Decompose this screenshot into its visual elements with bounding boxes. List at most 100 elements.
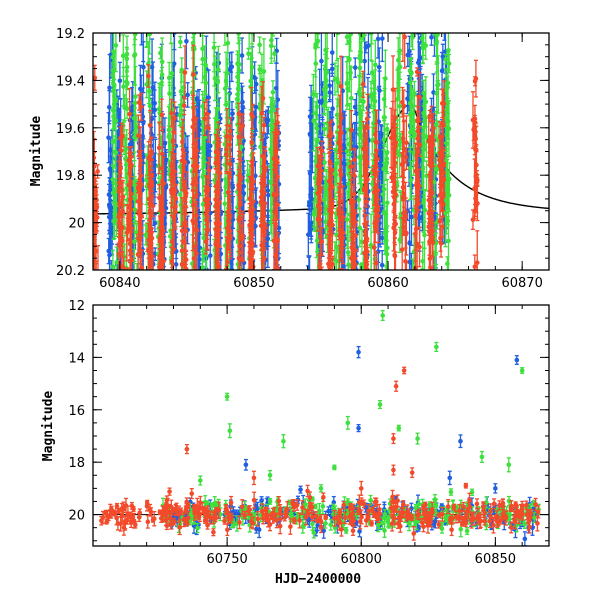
data-point	[106, 203, 112, 231]
data-point-marker	[107, 85, 112, 91]
data-point-marker	[377, 88, 382, 93]
data-point-marker	[319, 58, 324, 64]
data-point	[306, 212, 311, 257]
data-point-marker	[190, 40, 196, 46]
data-point-marker	[106, 214, 112, 220]
data-point-marker	[124, 106, 130, 112]
data-point-marker	[185, 92, 190, 98]
data-point-marker	[173, 262, 179, 267]
data-point-marker	[309, 139, 314, 144]
data-point-marker	[206, 95, 211, 100]
data-point-marker	[110, 177, 116, 182]
data-point-marker	[207, 253, 213, 258]
data-point	[207, 234, 213, 270]
data-point-marker	[308, 194, 313, 200]
data-point	[229, 51, 235, 83]
data-point-marker	[171, 61, 177, 66]
data-point-marker	[115, 107, 121, 112]
data-point-marker	[307, 171, 313, 176]
data-point-marker	[184, 38, 189, 44]
data-point-marker	[202, 74, 207, 80]
data-point	[174, 106, 180, 122]
data-point	[308, 187, 313, 206]
data-point	[230, 129, 235, 193]
data-point-marker	[106, 135, 111, 140]
data-point-marker	[138, 86, 143, 92]
data-point-marker	[407, 240, 412, 246]
data-point-marker	[129, 139, 135, 145]
data-point	[253, 82, 259, 132]
top-plot-area	[93, 33, 549, 270]
data-point-marker	[124, 51, 130, 57]
data-point	[117, 61, 123, 100]
data-point-marker	[352, 65, 358, 70]
data-point	[185, 82, 190, 108]
data-point-marker	[178, 39, 183, 45]
data-point-marker	[379, 262, 385, 268]
data-point-marker	[149, 64, 155, 70]
data-point-marker	[222, 201, 228, 207]
data-point	[266, 106, 271, 135]
data-point-marker	[229, 267, 235, 270]
top-marks	[93, 33, 549, 270]
data-point-marker	[330, 106, 335, 111]
data-point	[152, 214, 158, 233]
data-point-marker	[112, 101, 117, 107]
data-point-marker	[121, 84, 126, 90]
data-point-marker	[222, 86, 228, 91]
data-point-marker	[253, 104, 259, 110]
data-point-marker	[439, 68, 445, 74]
data-point-marker	[133, 94, 138, 99]
data-point-marker	[141, 64, 146, 70]
data-point-marker	[329, 66, 335, 72]
data-point-marker	[125, 80, 130, 86]
data-point	[139, 33, 144, 46]
data-point-marker	[107, 166, 113, 171]
data-point	[276, 201, 282, 255]
data-point	[149, 38, 155, 96]
data-point-marker	[110, 139, 116, 145]
data-point-marker	[152, 107, 158, 113]
data-point-marker	[380, 36, 385, 41]
data-point-marker	[132, 134, 137, 140]
data-point-marker	[178, 89, 184, 94]
data-point-marker	[307, 114, 313, 119]
data-point-marker	[159, 59, 165, 65]
data-point-marker	[113, 150, 119, 155]
data-point-marker	[273, 85, 279, 91]
data-point-marker	[266, 192, 271, 198]
data-point-marker	[114, 260, 119, 265]
data-point-marker	[416, 60, 421, 65]
data-point	[141, 41, 146, 94]
data-point-marker	[152, 220, 158, 226]
data-point-marker	[239, 53, 245, 58]
data-point-marker	[212, 61, 217, 67]
data-point-marker	[106, 104, 112, 110]
data-point-marker	[132, 52, 138, 57]
data-point	[194, 90, 200, 107]
data-point-marker	[117, 78, 123, 84]
data-point-marker	[113, 43, 119, 48]
data-point-marker	[111, 218, 116, 224]
data-point-marker	[166, 75, 172, 81]
data-point-marker	[123, 162, 129, 167]
data-point	[253, 161, 258, 191]
data-point-marker	[329, 50, 335, 55]
data-point-marker	[111, 190, 116, 196]
data-point-marker	[169, 70, 175, 76]
data-point	[115, 95, 121, 124]
data-point-marker	[159, 72, 165, 78]
data-point	[319, 33, 324, 96]
data-point-marker	[266, 117, 271, 123]
data-point	[317, 68, 322, 135]
data-point-marker	[229, 64, 235, 70]
data-point-marker	[253, 173, 258, 179]
data-point	[106, 89, 112, 125]
data-point-marker	[158, 50, 163, 56]
data-point	[306, 256, 311, 270]
data-point	[184, 33, 189, 70]
top-panel: 60840 60850 60860 6087019.219.419.619.82020…	[29, 27, 550, 291]
data-point-marker	[194, 96, 200, 101]
data-point-marker	[112, 211, 117, 217]
